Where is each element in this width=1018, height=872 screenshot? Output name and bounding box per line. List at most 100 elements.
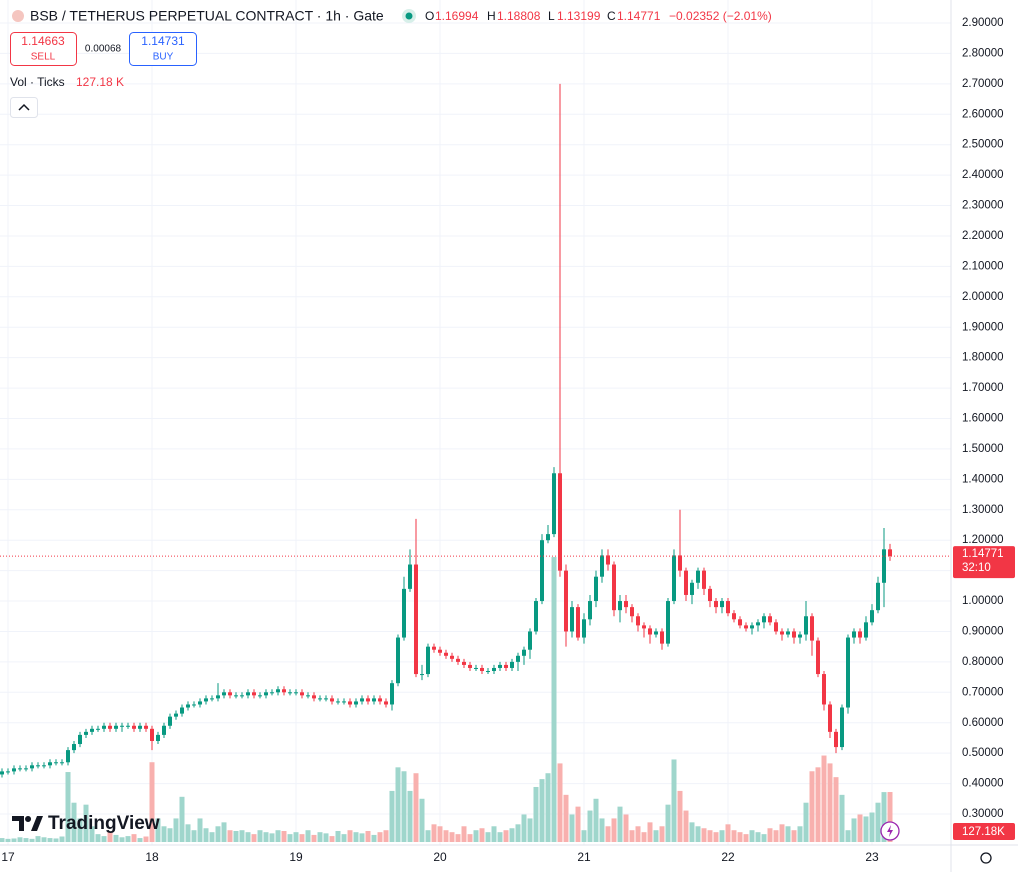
- candle-body: [138, 725, 142, 729]
- buy-button[interactable]: [129, 32, 197, 66]
- price-tag: [953, 546, 1015, 579]
- volume-bar: [659, 826, 665, 842]
- volume-bar: [473, 830, 479, 842]
- volume-bar: [533, 786, 539, 842]
- volume-bar: [881, 792, 887, 842]
- volume-bar: [83, 804, 89, 842]
- sell-button[interactable]: [10, 32, 77, 66]
- candle-body: [450, 655, 454, 659]
- logo: TradingView: [12, 813, 160, 834]
- candle-body: [324, 698, 328, 700]
- candle-body: [876, 582, 880, 611]
- volume-bar: [515, 824, 521, 842]
- volume-bar: [185, 824, 191, 842]
- symbol-icon: [12, 10, 24, 22]
- volume-bar: [317, 832, 323, 842]
- candle-body: [870, 610, 874, 623]
- candle-body: [858, 631, 862, 638]
- candle-body: [12, 768, 16, 772]
- candle-body: [54, 762, 58, 764]
- symbol-title[interactable]: BSB / TETHERUS PERPETUAL CONTRACT · 1h ·…: [30, 8, 384, 24]
- volume-bar: [329, 836, 335, 842]
- volume-bar: [671, 759, 677, 842]
- volume-bar: [47, 838, 53, 842]
- candle-body: [636, 616, 640, 626]
- candle-body: [726, 601, 730, 614]
- x-tick-label: 18: [145, 850, 159, 864]
- x-tick-label: 17: [1, 850, 15, 864]
- volume-bar: [497, 832, 503, 842]
- candle-body: [234, 695, 238, 697]
- candle-body: [606, 555, 610, 565]
- y-tick-label: 1.70000: [962, 382, 1004, 394]
- logo-text: TradingView: [48, 813, 160, 834]
- collapse-button[interactable]: [10, 97, 38, 118]
- volume-bar: [641, 832, 647, 842]
- volume-bar: [845, 830, 851, 842]
- candle-body: [840, 707, 844, 748]
- volume-bar: [827, 763, 833, 842]
- candle-body: [228, 692, 232, 696]
- volume-bar: [833, 777, 839, 842]
- volume-bar: [11, 838, 17, 842]
- y-tick-label: 2.90000: [962, 17, 1004, 29]
- candle-body: [90, 728, 94, 732]
- y-tick-label: 2.00000: [962, 291, 1004, 303]
- volume-bar: [293, 832, 299, 842]
- candle-body: [126, 725, 130, 727]
- candle-body: [474, 667, 478, 669]
- volume-bar: [413, 773, 419, 842]
- volume-bar: [383, 830, 389, 842]
- volume-bar: [239, 830, 245, 842]
- candle-body: [744, 625, 748, 629]
- y-tick-label: 1.20000: [962, 534, 1004, 546]
- candle-body: [762, 616, 766, 623]
- candle-body: [594, 576, 598, 602]
- candle-body: [810, 616, 814, 641]
- volume-bar: [407, 790, 413, 842]
- volume-bar: [341, 834, 347, 842]
- volume-bar: [689, 822, 695, 842]
- candle-body: [60, 762, 64, 764]
- volume-bar: [503, 830, 509, 842]
- candle-body: [144, 725, 148, 729]
- volume-bar: [707, 830, 713, 842]
- candle-body: [360, 698, 364, 702]
- y-tick-label: 2.50000: [962, 139, 1004, 151]
- candle-body: [348, 701, 352, 705]
- candle-body: [300, 692, 304, 696]
- candle-body: [162, 725, 166, 735]
- volume-tag: [953, 823, 1015, 840]
- candle-body: [624, 601, 628, 608]
- candle-body: [66, 750, 70, 763]
- candle-body: [672, 555, 676, 602]
- candle-body: [312, 695, 316, 699]
- candle-body: [366, 698, 370, 702]
- volume-bar: [263, 832, 269, 842]
- volume-bar: [665, 804, 671, 842]
- volume-bar: [647, 822, 653, 842]
- candle-body: [486, 671, 490, 673]
- volume-bar: [755, 832, 761, 842]
- volume-bar: [395, 767, 401, 842]
- candle-body: [522, 649, 526, 656]
- volume-bar: [521, 814, 527, 842]
- candle-body: [282, 689, 286, 693]
- logo-mark: [12, 816, 43, 831]
- volume-bar: [113, 834, 119, 842]
- volume-bar: [173, 818, 179, 842]
- volume-bar: [449, 832, 455, 842]
- candle-body: [534, 601, 538, 632]
- candle-body: [552, 473, 556, 535]
- volume-bar: [149, 762, 155, 842]
- ohlc-value: 1.16994: [435, 9, 479, 23]
- candle-body: [354, 701, 358, 705]
- settings-button[interactable]: [980, 852, 992, 864]
- volume-bar: [809, 771, 815, 842]
- candle-body: [72, 744, 76, 751]
- volume-bar: [167, 828, 173, 842]
- volume-bar: [71, 802, 77, 842]
- volume-bar: [857, 814, 863, 842]
- volume-bar: [839, 794, 845, 842]
- volume-bar: [683, 810, 689, 842]
